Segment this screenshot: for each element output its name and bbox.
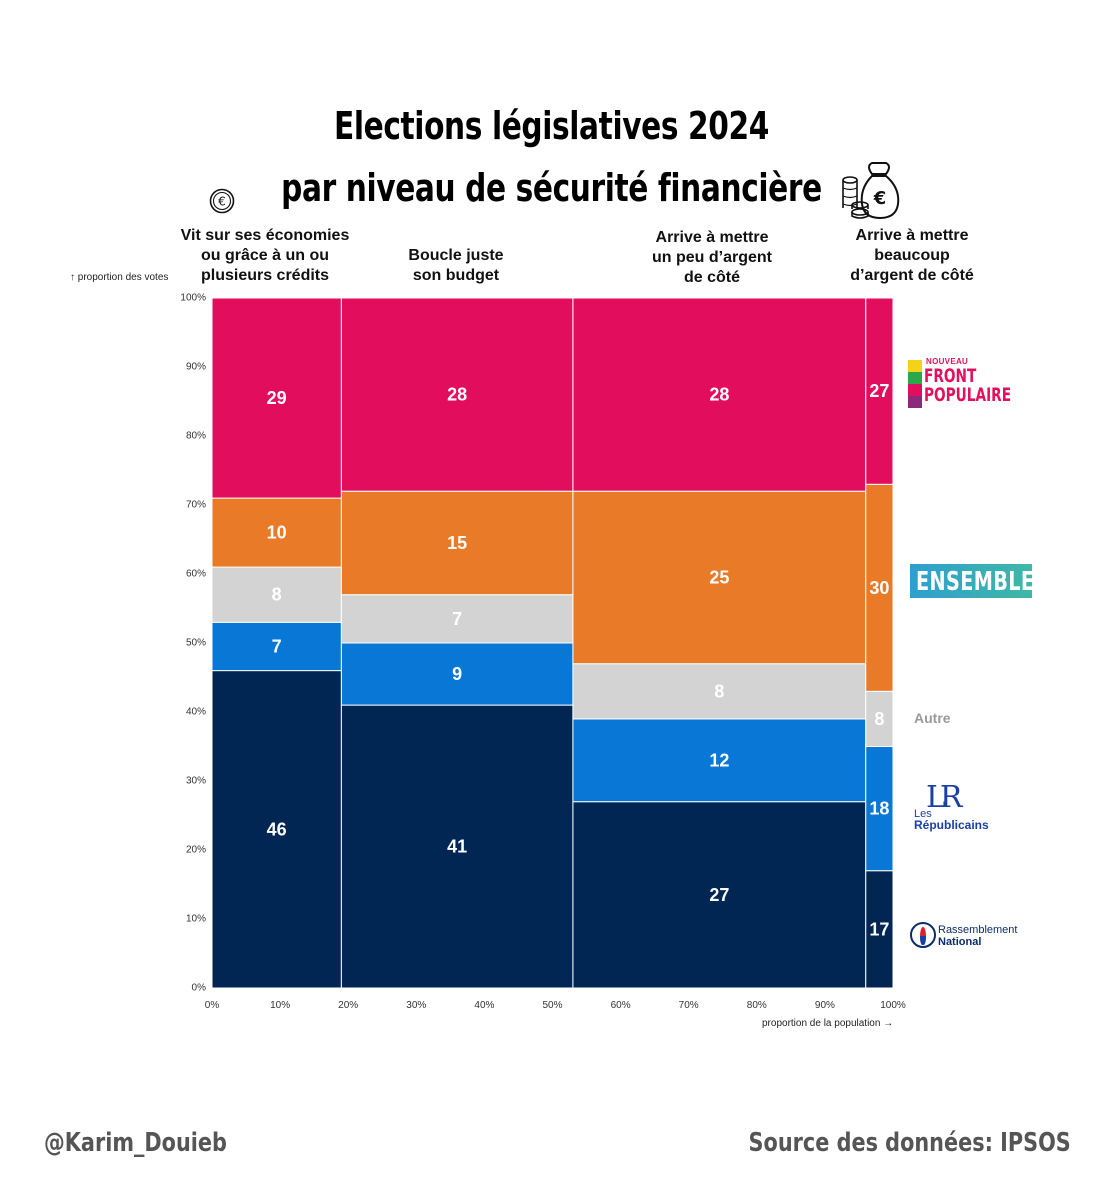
data-label-rn-col1: 46 (267, 819, 287, 839)
rn-logo-line1: Rassemblement (938, 924, 1018, 936)
mosaic-cell-lr-col3 (572, 718, 867, 803)
svg-text:€: € (218, 195, 226, 209)
y-tick-label: 0% (191, 982, 206, 994)
y-tick-label: 20% (185, 844, 206, 856)
y-tick-label: 60% (185, 568, 206, 580)
rn-logo-line2: National (938, 936, 982, 948)
column-header-beaucoup-argent: Arrive à mettre beaucoup d’argent de côt… (850, 227, 974, 284)
x-tick-label: 30% (406, 1000, 427, 1011)
mosaic-cell-autre-col4 (865, 690, 894, 747)
ensemble-logo-text: ENSEMBLE (916, 567, 1035, 597)
rn-flame-icon (910, 922, 936, 948)
x-tick-label: 20% (338, 1000, 359, 1011)
data-label-autre-col4: 8 (874, 709, 884, 729)
data-label-autre-col2: 7 (452, 609, 462, 629)
data-label-lr-col1: 7 (272, 636, 282, 656)
x-tick-label: 80% (746, 1000, 767, 1011)
data-label-ensemble-col3: 25 (709, 567, 729, 587)
lr-logo-mark: LR (926, 780, 962, 815)
money-bag-icon: € (842, 162, 900, 220)
data-label-ensemble-col4: 30 (869, 578, 889, 598)
x-tick-label: 0% (204, 1000, 220, 1011)
data-label-ensemble-col2: 15 (447, 533, 467, 553)
data-label-rn-col3: 27 (709, 885, 729, 905)
lr-logo-les: Les (914, 808, 932, 820)
mosaic-cell-autre-col3 (572, 663, 867, 720)
x-tick-label: 70% (678, 1000, 699, 1011)
x-tick-label: 50% (542, 1000, 563, 1011)
mosaic-cell-lr-col1 (211, 621, 342, 672)
data-label-nfp-col3: 28 (709, 385, 729, 405)
mosaic-cell-nfp-col3 (572, 297, 867, 492)
mosaic-cell-ensemble-col4 (865, 483, 894, 692)
data-label-lr-col4: 18 (869, 799, 889, 819)
nfp-logo-bars (908, 360, 922, 408)
x-tick-label: 90% (814, 1000, 835, 1011)
x-axis-label: proportion de la population → (762, 1018, 894, 1029)
y-tick-label: 90% (185, 361, 206, 373)
y-tick-label: 70% (185, 499, 206, 511)
data-label-lr-col2: 9 (452, 664, 462, 684)
legend-les-republicains: LR Les Républicains (914, 780, 1004, 836)
mosaic-cell-lr-col2 (340, 642, 574, 706)
nfp-logo-front: FRONT (924, 365, 977, 387)
x-tick-label: 40% (474, 1000, 495, 1011)
mosaic-cell-ensemble-col2 (340, 490, 574, 596)
x-tick-label: 100% (880, 1000, 906, 1011)
plot-frame (211, 297, 894, 989)
y-tick-label: 80% (185, 430, 206, 442)
y-tick-label: 10% (185, 913, 206, 925)
mosaic-cell-autre-col1 (211, 566, 342, 623)
chart-title-line1: Elections législatives 2024 (334, 104, 769, 148)
svg-text:€: € (873, 188, 887, 209)
y-tick-label: 40% (185, 706, 206, 718)
column-header-economies: Vit sur ses économies ou grâce à un ou p… (180, 227, 350, 284)
data-label-autre-col3: 8 (714, 681, 724, 701)
mosaic-cell-nfp-col1 (211, 297, 342, 499)
mosaic-cell-rn-col3 (572, 801, 867, 989)
column-header-boucle-budget: Boucle juste son budget (408, 247, 504, 284)
data-label-nfp-col1: 29 (267, 388, 287, 408)
data-label-rn-col2: 41 (447, 837, 467, 857)
legend-ensemble: ENSEMBLE (910, 564, 1035, 598)
data-label-nfp-col2: 28 (447, 385, 467, 405)
lr-logo-republicains: Républicains (914, 818, 989, 832)
mosaic-cell-lr-col4 (865, 746, 894, 872)
mosaic-cell-rn-col2 (340, 704, 574, 989)
legend-rassemblement-national: Rassemblement National (910, 920, 1040, 956)
y-tick-label: 50% (185, 637, 206, 649)
data-source: Source des données: IPSOS (748, 1128, 1071, 1158)
y-tick-label: 100% (180, 292, 206, 304)
mosaic-cell-nfp-col2 (340, 297, 574, 492)
data-label-rn-col4: 17 (869, 919, 889, 939)
data-label-ensemble-col1: 10 (267, 523, 287, 543)
chart-title-line2: par niveau de sécurité financière (281, 166, 822, 210)
y-axis-label: ↑ proportion des votes (70, 272, 169, 283)
nfp-logo-populaire: POPULAIRE (924, 384, 1012, 406)
x-tick-label: 60% (610, 1000, 631, 1011)
y-tick-label: 30% (185, 775, 206, 787)
data-label-nfp-col4: 27 (869, 381, 889, 401)
euro-coin-icon: € (209, 188, 235, 214)
column-header-un-peu-argent: Arrive à mettre un peu d’argent de côté (652, 229, 772, 286)
legend-nouveau-front-populaire: NOUVEAU FRONT POPULAIRE (908, 356, 1028, 408)
legend-autre: Autre (914, 710, 951, 726)
data-label-autre-col1: 8 (272, 585, 282, 605)
mosaic-cell-rn-col1 (211, 670, 342, 989)
nfp-logo-nouveau: NOUVEAU (926, 357, 969, 366)
author-handle: @Karim_Douieb (44, 1128, 227, 1158)
x-tick-label: 10% (270, 1000, 291, 1011)
mosaic-cell-autre-col2 (340, 594, 574, 644)
data-label-lr-col3: 12 (709, 750, 729, 770)
